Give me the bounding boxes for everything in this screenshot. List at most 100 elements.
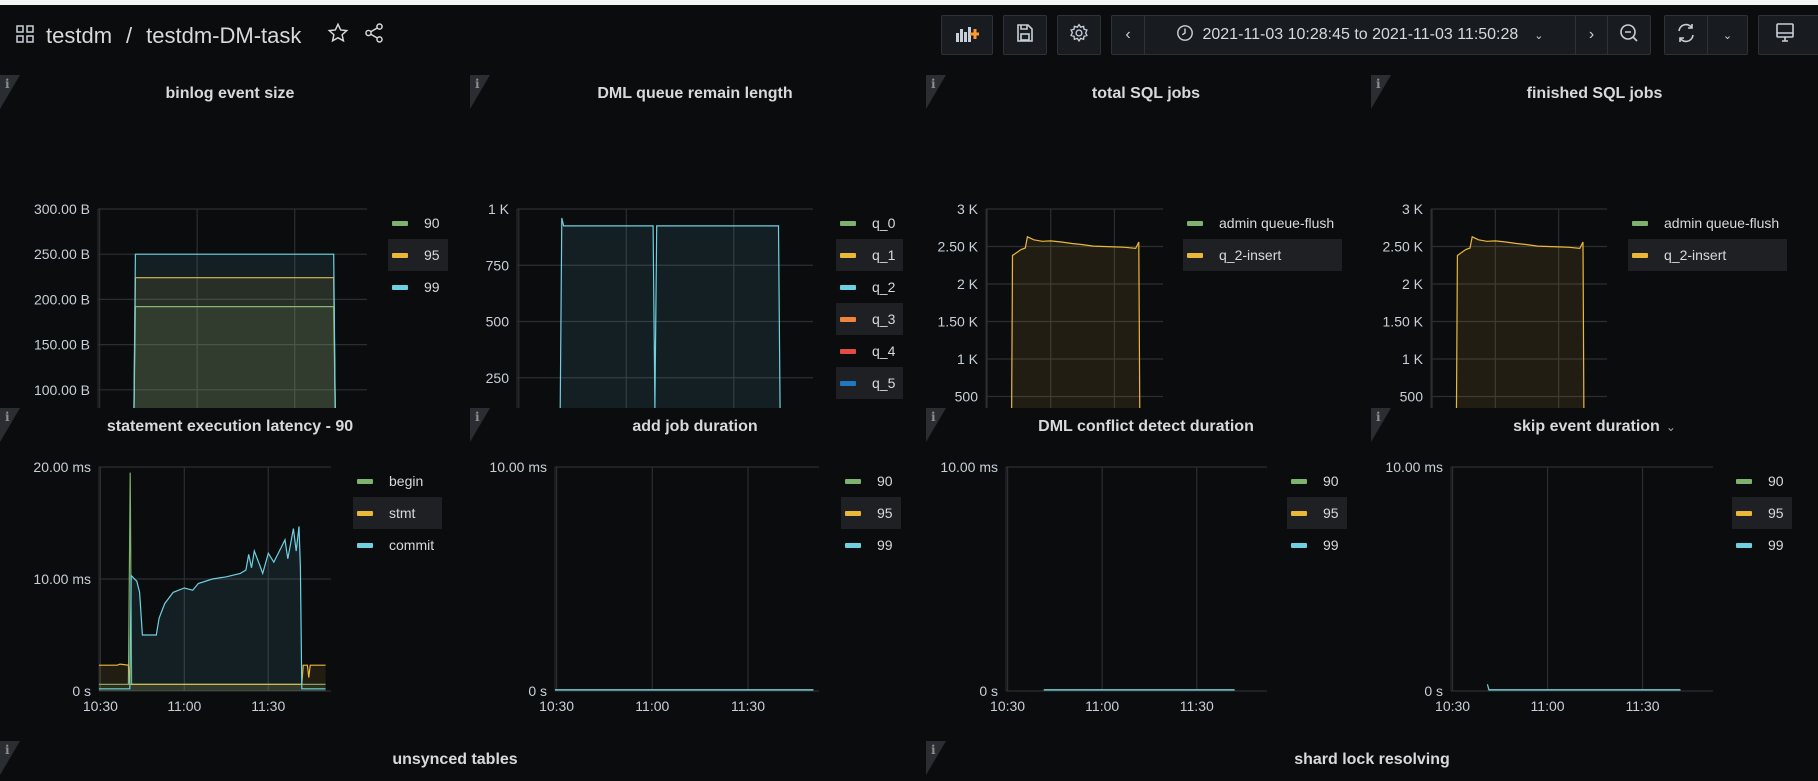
series-color-swatch[interactable] bbox=[840, 284, 856, 290]
graph[interactable]: 0 s 10.00 ms 10:30 11:00 11:30 bbox=[926, 408, 1366, 733]
legend-item[interactable]: 95 bbox=[841, 497, 901, 529]
panel-info-corner[interactable] bbox=[0, 75, 20, 109]
time-range-button[interactable]: 2021-11-03 10:28:45 to 2021-11-03 11:50:… bbox=[1145, 16, 1576, 54]
panel-info-corner[interactable] bbox=[470, 75, 490, 109]
series-color-swatch[interactable] bbox=[392, 284, 408, 290]
panel-info-corner[interactable] bbox=[1371, 408, 1391, 442]
graph[interactable]: 0 s 10.00 ms 20.00 ms 10:30 11:00 11:30 bbox=[0, 408, 460, 733]
grid-icon[interactable] bbox=[16, 23, 34, 49]
series-color-swatch[interactable] bbox=[845, 542, 861, 548]
refresh-interval-dropdown[interactable]: ⌄ bbox=[1708, 16, 1747, 54]
panel-info-corner[interactable] bbox=[926, 741, 946, 775]
legend-item[interactable]: admin queue-flush bbox=[1183, 207, 1342, 239]
series-color-swatch[interactable] bbox=[845, 478, 861, 484]
legend-item[interactable]: 90 bbox=[388, 207, 448, 239]
share-icon[interactable] bbox=[363, 22, 385, 50]
legend-item[interactable]: 90 bbox=[841, 465, 901, 497]
series-color-swatch[interactable] bbox=[840, 380, 856, 386]
legend-item[interactable]: 99 bbox=[388, 271, 448, 303]
series-line-q-2-insert[interactable] bbox=[986, 235, 1159, 435]
legend-item[interactable]: q_1 bbox=[836, 239, 904, 271]
dashboard-title[interactable]: testdm-DM-task bbox=[146, 23, 302, 48]
series-color-swatch[interactable] bbox=[357, 510, 373, 516]
panel-title[interactable]: finished SQL jobs bbox=[1371, 85, 1818, 103]
series-line-q-2-insert[interactable] bbox=[1431, 235, 1603, 435]
series-color-swatch[interactable] bbox=[840, 348, 856, 354]
info-icon[interactable]: i bbox=[475, 410, 480, 424]
info-icon[interactable]: i bbox=[1376, 410, 1381, 424]
series-color-swatch[interactable] bbox=[1291, 478, 1307, 484]
legend-item[interactable]: 99 bbox=[1732, 529, 1792, 561]
star-icon[interactable] bbox=[327, 22, 349, 50]
legend-item[interactable]: q_2-insert bbox=[1183, 239, 1343, 271]
series-color-swatch[interactable] bbox=[840, 220, 856, 226]
panel-info-corner[interactable] bbox=[470, 408, 490, 442]
panel-info-corner[interactable] bbox=[0, 408, 20, 442]
info-icon[interactable]: i bbox=[5, 743, 10, 757]
legend-item[interactable]: 90 bbox=[1732, 465, 1792, 497]
info-icon[interactable]: i bbox=[931, 743, 936, 757]
info-icon[interactable]: i bbox=[5, 77, 10, 91]
graph[interactable]: 0 s 10.00 ms 10:30 11:00 11:30 bbox=[1371, 408, 1818, 733]
panel-title[interactable]: DML conflict detect duration bbox=[926, 418, 1366, 436]
series-color-swatch[interactable] bbox=[357, 478, 373, 484]
panel-title[interactable]: skip event duration ⌄ bbox=[1371, 418, 1818, 436]
chevron-down-icon[interactable]: ⌄ bbox=[1665, 420, 1676, 434]
panel-title[interactable]: shard lock resolving bbox=[1294, 751, 1450, 768]
series-line-q-2[interactable] bbox=[517, 217, 809, 435]
legend-item[interactable]: 90 bbox=[1287, 465, 1347, 497]
legend-item[interactable]: 95 bbox=[1287, 497, 1347, 529]
series-color-swatch[interactable] bbox=[1291, 542, 1307, 548]
series-color-swatch[interactable] bbox=[1632, 252, 1648, 258]
legend-item[interactable]: 95 bbox=[1732, 497, 1792, 529]
legend-item[interactable]: commit bbox=[353, 529, 442, 561]
save-button[interactable] bbox=[1003, 15, 1047, 55]
legend-item[interactable]: admin queue-flush bbox=[1628, 207, 1787, 239]
zoom-out-button[interactable] bbox=[1608, 16, 1650, 54]
panel-info-corner[interactable] bbox=[926, 75, 946, 109]
legend-item[interactable]: 95 bbox=[388, 239, 448, 271]
legend-item[interactable]: q_2 bbox=[836, 271, 903, 303]
series-color-swatch[interactable] bbox=[1187, 252, 1203, 258]
series-color-swatch[interactable] bbox=[845, 510, 861, 516]
series-color-swatch[interactable] bbox=[392, 220, 408, 226]
legend-item[interactable]: q_0 bbox=[836, 207, 903, 239]
series-color-swatch[interactable] bbox=[1736, 478, 1752, 484]
time-shift-back-button[interactable]: ‹ bbox=[1112, 16, 1145, 54]
panel-title[interactable]: unsynced tables bbox=[392, 751, 518, 768]
series-line-commit[interactable] bbox=[99, 526, 326, 690]
panel-title[interactable]: binlog event size bbox=[0, 85, 460, 103]
series-color-swatch[interactable] bbox=[1187, 220, 1203, 226]
series-color-swatch[interactable] bbox=[1291, 510, 1307, 516]
series-color-swatch[interactable] bbox=[840, 252, 856, 258]
legend-item[interactable]: 99 bbox=[1287, 529, 1347, 561]
series-color-swatch[interactable] bbox=[1736, 542, 1752, 548]
settings-button[interactable] bbox=[1057, 15, 1101, 55]
panel-title[interactable]: statement execution latency - 90 bbox=[0, 418, 460, 436]
panel-info-corner[interactable] bbox=[926, 408, 946, 442]
panel-title[interactable]: total SQL jobs bbox=[926, 85, 1366, 103]
folder-link[interactable]: testdm bbox=[46, 23, 113, 48]
info-icon[interactable]: i bbox=[5, 410, 10, 424]
series-color-swatch[interactable] bbox=[840, 316, 856, 322]
add-panel-button[interactable] bbox=[941, 15, 993, 55]
panel-title[interactable]: add job duration bbox=[470, 418, 920, 436]
legend-item[interactable]: q_4 bbox=[836, 335, 903, 367]
legend-item[interactable]: stmt bbox=[353, 497, 443, 529]
series-line-99[interactable] bbox=[1486, 684, 1681, 691]
series-color-swatch[interactable] bbox=[1736, 510, 1752, 516]
series-color-swatch[interactable] bbox=[392, 252, 408, 258]
legend-item[interactable]: q_3 bbox=[836, 303, 904, 335]
legend-item[interactable]: 99 bbox=[841, 529, 901, 561]
series-color-swatch[interactable] bbox=[357, 542, 373, 548]
graph[interactable]: 0 s 10.00 ms 10:30 11:00 11:30 bbox=[470, 408, 920, 733]
legend-item[interactable]: q_5 bbox=[836, 367, 904, 399]
series-color-swatch[interactable] bbox=[1632, 220, 1648, 226]
panel-info-corner[interactable] bbox=[1371, 75, 1391, 109]
refresh-button[interactable] bbox=[1665, 16, 1708, 54]
legend-item[interactable]: q_2-insert bbox=[1628, 239, 1788, 271]
info-icon[interactable]: i bbox=[931, 77, 936, 91]
panel-info-corner[interactable] bbox=[0, 741, 20, 775]
panel-title[interactable]: DML queue remain length bbox=[470, 85, 920, 103]
info-icon[interactable]: i bbox=[931, 410, 936, 424]
